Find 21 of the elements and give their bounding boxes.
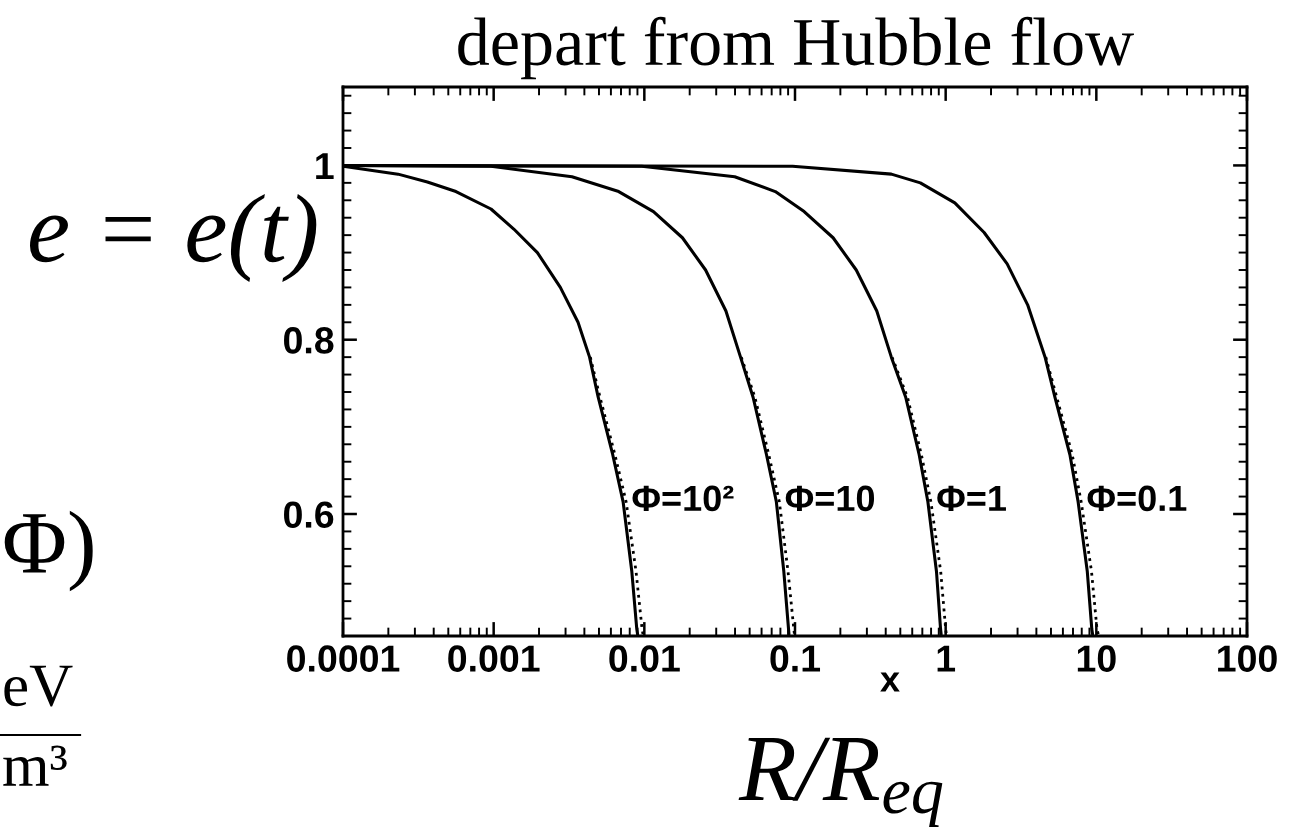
- x-tick-label: 100: [1218, 645, 1277, 672]
- x-tick-label: 0.1: [770, 645, 821, 672]
- series-label: Φ=1: [937, 485, 1006, 512]
- x-axis-title: x: [880, 672, 900, 692]
- text: Φ): [4, 510, 93, 592]
- text: m³: [3, 745, 67, 786]
- text: e = e(t): [29, 193, 317, 283]
- text: eV: [4, 665, 73, 707]
- x-tick-label: 1: [937, 645, 956, 672]
- x-tick-label: 0.001: [448, 645, 540, 672]
- x-tick-label: 10: [1077, 645, 1116, 672]
- y-tick-label: 0.6: [284, 501, 334, 528]
- series-label: Φ=10: [785, 485, 875, 512]
- x-tick-label: 0.01: [609, 645, 680, 672]
- chart-title: depart from Hubble flow: [458, 16, 1134, 80]
- y-tick-label: 1: [316, 153, 334, 180]
- legend-label: Φ=0.1: [1087, 485, 1187, 512]
- series-label: Φ=10²: [632, 485, 734, 512]
- x-tick-label: 0.0001: [287, 645, 400, 672]
- y-tick-label: 0.8: [284, 327, 334, 354]
- text: R/R$_{eq}$: [738, 737, 943, 828]
